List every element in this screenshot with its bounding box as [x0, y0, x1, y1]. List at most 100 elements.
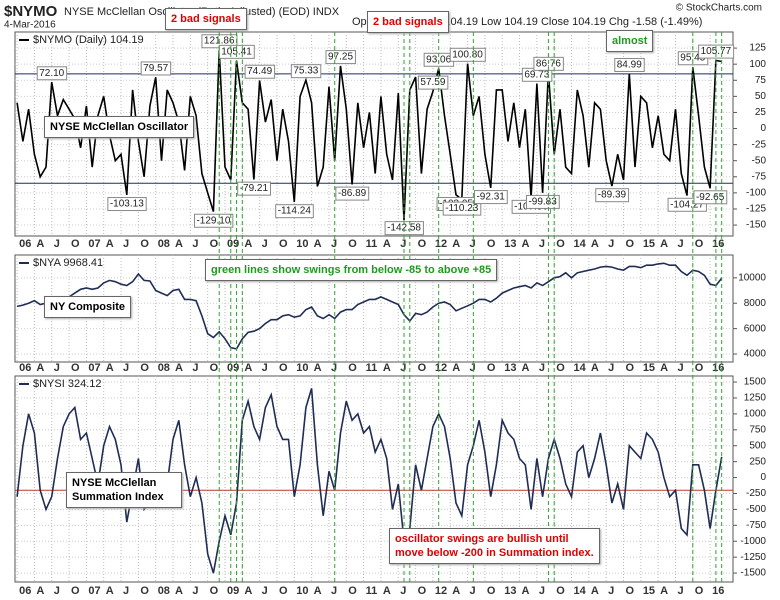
x-tick-label: O	[487, 585, 496, 597]
x-tick-label: O	[279, 362, 288, 374]
peak-label-text: 97.25	[328, 52, 353, 63]
y-tick-label: 500	[749, 440, 766, 451]
y-tick-label: -1250	[740, 552, 766, 563]
x-tick-label: 15	[643, 362, 655, 374]
peak-label: -114.24	[275, 204, 314, 219]
peak-label-box	[290, 64, 322, 79]
x-tick-label: O	[140, 585, 149, 597]
peak-label: -92.65	[693, 190, 728, 205]
y-tick-label: 1250	[744, 393, 767, 404]
x-tick-label: 12	[435, 362, 447, 374]
x-tick-label: 12	[435, 585, 447, 597]
x-tick-label: O	[418, 585, 427, 597]
symbol: $NYMO	[4, 3, 58, 20]
peak-label: -129.10	[193, 213, 234, 228]
x-tick-label: O	[418, 362, 427, 374]
panel-legend: $NYMO (Daily) 104.19	[33, 34, 144, 46]
x-tick-label: O	[348, 585, 357, 597]
peak-label-text: 93.06	[426, 54, 451, 65]
x-tick-label: A	[522, 238, 530, 250]
source: © StockCharts.com	[676, 3, 762, 14]
peak-label-text: -89.39	[598, 190, 627, 201]
x-tick-label: J	[539, 238, 545, 250]
x-tick-label: O	[556, 238, 565, 250]
x-tick-label: A	[660, 238, 668, 250]
x-tick-label: 16	[712, 238, 724, 250]
x-tick-label: O	[556, 362, 565, 374]
x-tick-label: A	[106, 362, 114, 374]
x-tick-label: 16	[712, 362, 724, 374]
x-tick-label: J	[608, 585, 614, 597]
x-tick-label: O	[625, 238, 634, 250]
x-tick-label: A	[383, 238, 391, 250]
peak-label: -79.21	[237, 181, 271, 196]
x-tick-label: 10	[296, 362, 308, 374]
x-tick-label: J	[123, 238, 129, 250]
peak-label: 57.59	[417, 75, 449, 90]
y-tick-label: 750	[749, 424, 766, 435]
x-tick-label: 07	[88, 238, 100, 250]
x-tick-label: 14	[574, 585, 587, 597]
x-tick-label: J	[470, 585, 476, 597]
x-tick-label: J	[262, 585, 268, 597]
peak-label-text: -92.31	[476, 192, 505, 203]
x-tick-label: A	[314, 362, 322, 374]
y-tick-label: -25	[752, 139, 767, 150]
peak-label-text: -104.27	[670, 199, 704, 210]
panel-legend: $NYA 9968.41	[33, 257, 103, 269]
peak-label-text: 72.10	[39, 68, 64, 79]
peak-label-box	[614, 57, 645, 72]
peak-label-box	[325, 50, 356, 65]
note-line: move below -200 in Summation index.	[395, 547, 594, 559]
x-tick-label: A	[175, 362, 183, 374]
x-tick-label: J	[123, 362, 129, 374]
panel-legend: $NYSI 324.12	[33, 378, 102, 390]
x-tick-label: 14	[574, 238, 587, 250]
peak-label-text: -103.13	[110, 199, 144, 210]
x-tick-label: A	[244, 585, 252, 597]
x-tick-label: 11	[366, 585, 378, 597]
x-tick-label: J	[608, 362, 614, 374]
x-tick-label: O	[348, 362, 357, 374]
x-tick-label: 07	[88, 362, 100, 374]
x-tick-label: 09	[227, 362, 239, 374]
x-tick-label: 13	[504, 238, 516, 250]
note: oscillator swings are bullish until move …	[389, 528, 600, 564]
x-tick-label: A	[175, 238, 183, 250]
x-tick-label: A	[244, 362, 252, 374]
y-tick-label: 100	[749, 59, 766, 70]
y-tick-label: 75	[755, 75, 767, 86]
x-tick-label: J	[539, 585, 545, 597]
x-tick-label: O	[71, 362, 80, 374]
x-tick-label: 16	[712, 585, 724, 597]
x-tick-label: A	[591, 362, 599, 374]
x-tick-label: A	[522, 362, 530, 374]
x-tick-label: 15	[643, 238, 655, 250]
series-name: NYSE McClellan Oscillator	[44, 116, 195, 138]
peak-label-text: 84.99	[617, 59, 642, 70]
x-tick-label: A	[452, 362, 460, 374]
peak-label: -99.83	[525, 194, 560, 209]
peak-label: -89.39	[595, 188, 630, 203]
peak-label-text: -86.89	[338, 188, 367, 199]
peak-label-text: 74.49	[247, 66, 272, 77]
x-tick-label: O	[418, 238, 427, 250]
x-tick-label: O	[487, 238, 496, 250]
peak-label: 97.25	[325, 50, 356, 65]
x-tick-label: J	[400, 585, 406, 597]
peak-label-text: 105.77	[701, 46, 732, 57]
note: green lines show swings from below -85 t…	[205, 259, 498, 281]
x-tick-label: A	[660, 585, 668, 597]
x-tick-label: 06	[19, 362, 31, 374]
x-tick-label: O	[625, 585, 634, 597]
peak-label: -110.23	[442, 201, 482, 216]
x-tick-label: A	[36, 238, 44, 250]
peak-label-box	[244, 64, 276, 79]
peak-label-box	[193, 213, 234, 228]
peak-label-text: -110.23	[445, 203, 479, 214]
x-tick-label: O	[279, 238, 288, 250]
x-tick-label: 09	[227, 585, 239, 597]
x-tick-label: 12	[435, 238, 447, 250]
x-tick-label: J	[400, 238, 406, 250]
x-tick-label: O	[140, 362, 149, 374]
